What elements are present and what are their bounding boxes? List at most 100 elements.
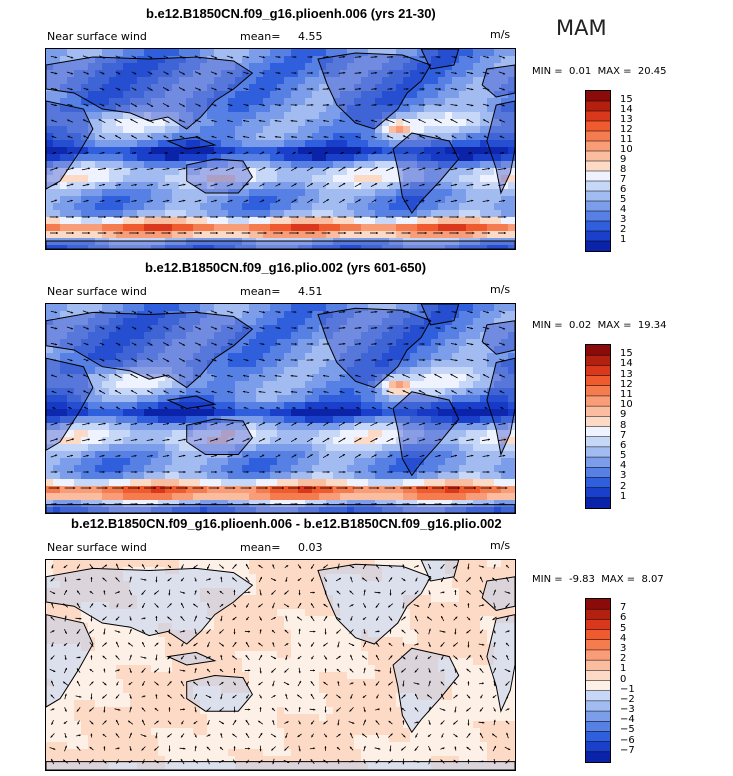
colorbar-swatch — [586, 111, 610, 122]
panel-2-min-label: MIN = — [532, 320, 563, 331]
colorbar-tick-label: 10 — [620, 144, 633, 155]
colorbar-swatch — [586, 201, 610, 212]
colorbar-swatch — [586, 385, 610, 397]
panel-2-units: m/s — [490, 283, 511, 296]
panel-1-min-label: MIN = — [532, 66, 563, 77]
colorbar-swatch — [586, 101, 610, 112]
panel-2-max-value: 19.34 — [637, 320, 667, 331]
colorbar-tick-label: 2 — [620, 480, 627, 492]
colorbar-swatch — [586, 181, 610, 192]
panel-3-mean-label: mean= — [240, 541, 281, 554]
panel-1-max-value: 20.45 — [637, 66, 667, 77]
colorbar-swatch — [586, 457, 610, 468]
colorbar-tick-label: −2 — [620, 693, 635, 705]
panel-1-map — [45, 48, 516, 250]
panel-2-variable: Near surface wind — [47, 285, 147, 298]
colorbar-tick-label: −6 — [620, 734, 635, 746]
panel-3-max-label: MAX = — [601, 574, 636, 585]
wind-vectors — [49, 563, 511, 765]
panel-2-minmax: MIN = 0.02 MAX = 19.34 — [532, 320, 667, 331]
colorbar-tick-label: 13 — [620, 114, 633, 125]
panel-1-max-label: MAX = — [597, 66, 632, 77]
colorbar-swatch — [586, 599, 610, 610]
colorbar-tick-label: 6 — [620, 612, 627, 624]
colorbar-tick-label: 4 — [620, 204, 627, 215]
panel-2-colorbar — [585, 344, 611, 509]
colorbar-tick-label: 9 — [620, 409, 627, 421]
colorbar-swatch — [586, 395, 610, 407]
panel-3-colorbar — [585, 598, 611, 763]
colorbar-swatch — [586, 161, 610, 172]
colorbar-tick-label: 12 — [620, 124, 633, 135]
colorbar-swatch — [586, 731, 610, 743]
panel-3-min-label: MIN = — [532, 574, 563, 585]
panel-2-mean-label: mean= — [240, 285, 281, 298]
panel-1-min-value: 0.01 — [568, 66, 592, 77]
panel-1-title: b.e12.B1850CN.f09_g16.plioenh.006 (yrs 2… — [146, 6, 436, 21]
colorbar-tick-label: 7 — [620, 429, 627, 441]
colorbar-swatch — [586, 121, 610, 132]
colorbar-tick-label: 1 — [620, 663, 627, 675]
panel-3-units: m/s — [490, 539, 511, 552]
panel-2-wind-map — [46, 304, 515, 513]
colorbar-swatch — [586, 700, 610, 712]
colorbar-tick-label: 1 — [620, 234, 627, 245]
colorbar-swatch — [586, 151, 610, 162]
colorbar-swatch — [586, 416, 610, 427]
colorbar-swatch — [586, 171, 610, 182]
colorbar-tick-label: 1 — [620, 490, 627, 502]
colorbar-tick-label: 3 — [620, 470, 627, 482]
colorbar-swatch — [586, 426, 610, 438]
colorbar-tick-label: 12 — [620, 378, 633, 390]
colorbar-swatch — [586, 497, 610, 508]
panel-3-variable: Near surface wind — [47, 541, 147, 554]
colorbar-swatch — [586, 609, 610, 620]
panel-2-max-label: MAX = — [597, 320, 632, 331]
colorbar-swatch — [586, 680, 610, 692]
colorbar-tick-label: 11 — [620, 134, 633, 145]
colorbar-tick-label: −5 — [620, 724, 635, 736]
panel-3-map — [45, 559, 516, 771]
colorbar-tick-label: 3 — [620, 214, 627, 225]
colorbar-tick-label: 5 — [620, 450, 627, 462]
colorbar-swatch — [586, 670, 610, 681]
colorbar-swatch — [586, 629, 610, 641]
colorbar-tick-label: 14 — [620, 104, 633, 115]
colorbar-swatch — [586, 741, 610, 753]
colorbar-swatch — [586, 365, 610, 377]
colorbar-swatch — [586, 751, 610, 762]
colorbar-tick-label: 0 — [620, 673, 627, 685]
colorbar-swatch — [586, 446, 610, 458]
panel-2-mean-value: 4.51 — [298, 285, 323, 298]
colorbar-swatch — [586, 221, 610, 232]
colorbar-swatch — [586, 345, 610, 356]
colorbar-tick-label: 14 — [620, 358, 633, 370]
colorbar-tick-label: 11 — [620, 388, 633, 400]
colorbar-tick-label: 8 — [620, 164, 627, 175]
colorbar-swatch — [586, 436, 610, 448]
colorbar-tick-label: 4 — [620, 460, 627, 472]
colorbar-swatch — [586, 231, 610, 242]
colorbar-tick-label: 13 — [620, 368, 633, 380]
colorbar-tick-label: 3 — [620, 642, 627, 654]
colorbar-swatch — [586, 131, 610, 142]
panel-3-min-value: -9.83 — [568, 574, 595, 585]
colorbar-tick-label: −1 — [620, 683, 635, 695]
colorbar-tick-label: −3 — [620, 704, 635, 716]
colorbar-swatch — [586, 355, 610, 366]
colorbar-tick-label: 2 — [620, 653, 627, 665]
colorbar-tick-label: 7 — [620, 602, 627, 614]
colorbar-swatch — [586, 721, 610, 732]
colorbar-tick-label: 6 — [620, 184, 627, 195]
colorbar-swatch — [586, 375, 610, 387]
season-label: MAM — [556, 16, 607, 40]
panel-1-minmax: MIN = 0.01 MAX = 20.45 — [532, 66, 667, 77]
wind-vectors — [48, 310, 508, 506]
colorbar-swatch — [586, 660, 610, 671]
wind-vectors — [49, 55, 507, 235]
colorbar-tick-label: 10 — [620, 399, 633, 411]
colorbar-swatch — [586, 619, 610, 631]
colorbar-swatch — [586, 141, 610, 152]
panel-1-variable: Near surface wind — [47, 30, 147, 43]
panel-1-units: m/s — [490, 28, 511, 41]
